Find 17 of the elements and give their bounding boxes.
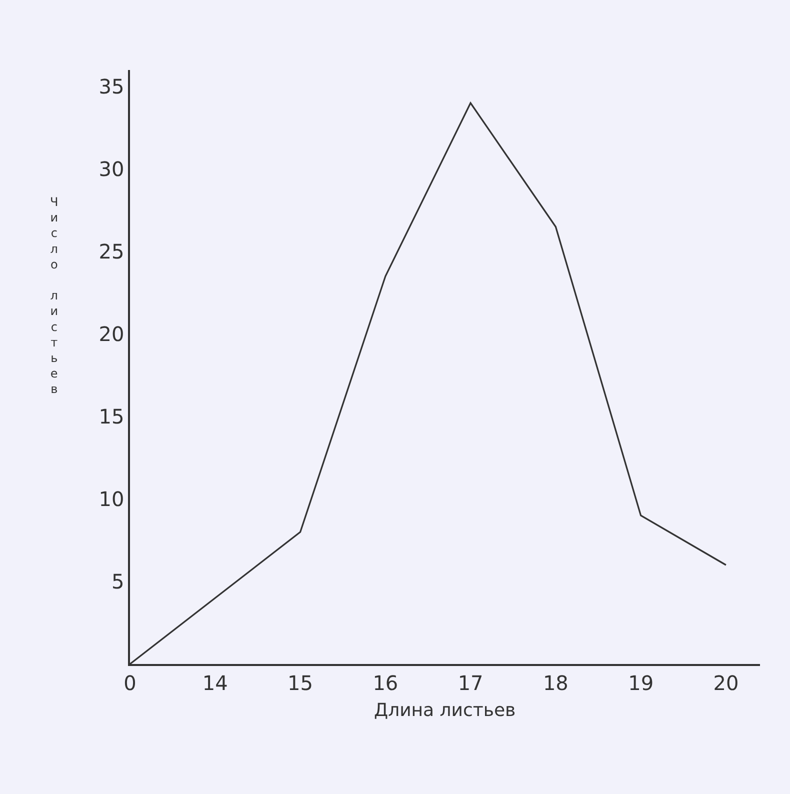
y-tick-label: 30: [98, 157, 124, 181]
x-tick-label: 20: [713, 670, 739, 695]
y-tick-label: 20: [98, 322, 124, 346]
x-tick-label: 14: [202, 670, 228, 695]
y-tick-label: 15: [98, 404, 124, 428]
x-tick-label: 17: [458, 670, 484, 695]
y-tick-label: 10: [98, 487, 124, 511]
y-tick-label: 25: [98, 240, 124, 264]
text: Число листьев: [50, 195, 58, 396]
x-tick-label: 18: [542, 670, 568, 695]
y-tick-label: 35: [98, 74, 124, 98]
x-axis-title: Длина листьев: [374, 700, 516, 721]
y-tick-label: 5: [111, 570, 124, 594]
x-tick-label: 16: [372, 670, 398, 695]
x-tick-label: 19: [628, 670, 654, 695]
x-tick-label: 0: [124, 670, 136, 695]
x-tick-label: 15: [288, 670, 313, 695]
